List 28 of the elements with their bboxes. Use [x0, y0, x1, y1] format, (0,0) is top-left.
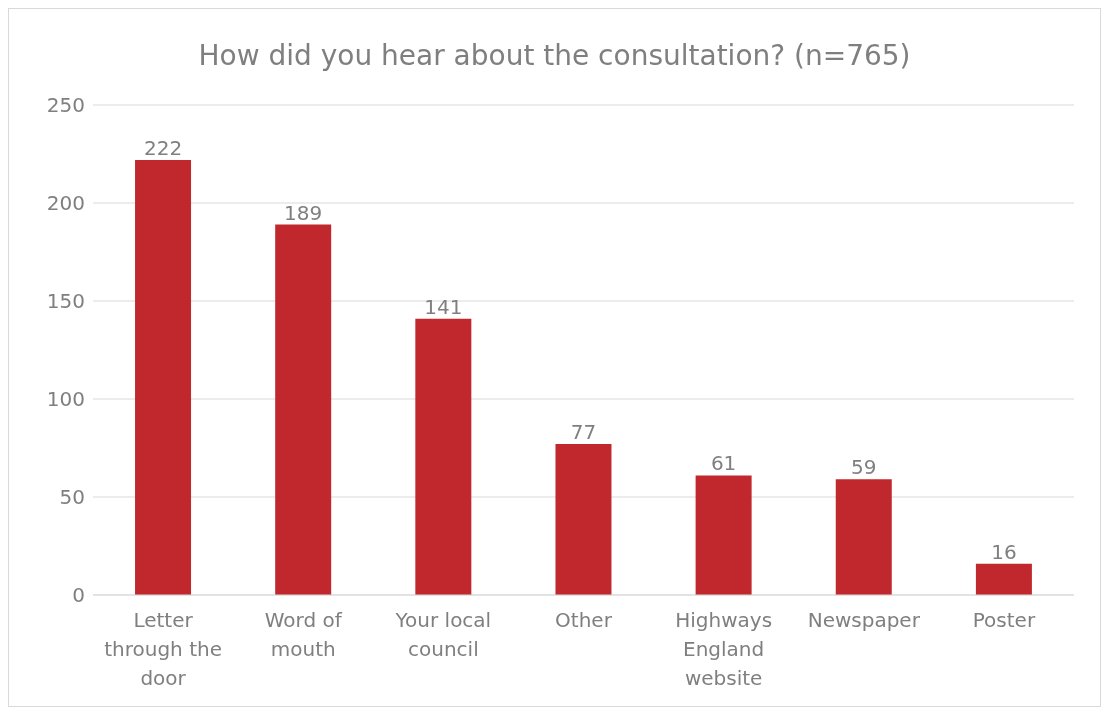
x-tick-label: Newspaper — [807, 608, 921, 632]
y-tick-label: 150 — [46, 289, 85, 314]
data-label: 77 — [570, 420, 597, 445]
data-label: 141 — [424, 294, 463, 319]
y-tick-label: 250 — [46, 93, 85, 118]
bar — [975, 563, 1032, 595]
data-label: 59 — [851, 455, 877, 480]
bar — [135, 159, 192, 595]
data-label: 16 — [991, 539, 1017, 564]
bar — [415, 318, 472, 595]
y-tick-label: 0 — [72, 583, 85, 608]
bar — [695, 475, 752, 595]
y-tick-label: 200 — [46, 191, 85, 216]
data-label: 189 — [284, 200, 323, 225]
x-tick-label: Poster — [972, 608, 1036, 632]
y-tick-label: 100 — [46, 387, 85, 412]
data-label: 222 — [143, 135, 183, 160]
bar — [275, 224, 332, 595]
chart-title: How did you hear about the consultation? (n=765) — [197, 38, 912, 74]
data-label: 61 — [710, 451, 737, 476]
y-tick-label: 50 — [59, 485, 85, 510]
x-tick-label: Other — [555, 608, 613, 632]
bar — [835, 479, 892, 595]
x-tick-label: Your local council — [394, 608, 492, 661]
x-tick-label: Letter through the door — [104, 608, 222, 690]
x-tick-label: Word of mouth — [264, 608, 343, 661]
bar — [555, 444, 612, 595]
x-tick-label: Highways England website — [675, 608, 773, 690]
